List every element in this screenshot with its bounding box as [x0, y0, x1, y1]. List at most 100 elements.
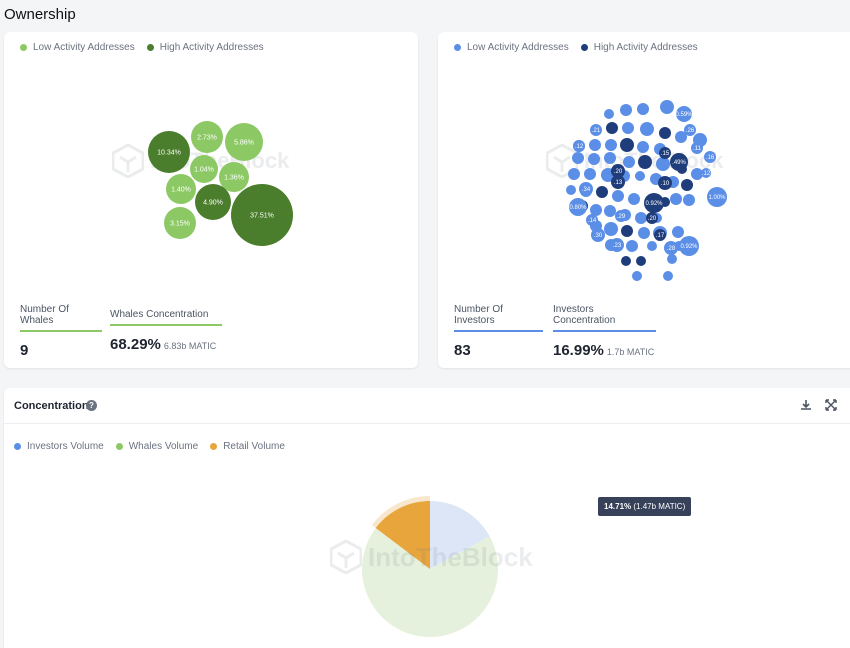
investor-bubble[interactable]: [660, 100, 674, 114]
whale-bubble-label: 37.51%: [250, 213, 274, 220]
whale-bubble[interactable]: [166, 174, 196, 204]
investor-bubble[interactable]: [568, 168, 580, 180]
investor-bubble[interactable]: [636, 256, 646, 266]
investor-bubble[interactable]: [591, 228, 605, 242]
investor-bubble[interactable]: [672, 226, 684, 238]
investor-bubble[interactable]: [566, 185, 576, 195]
investor-bubble[interactable]: [604, 222, 618, 236]
investor-bubble[interactable]: [681, 179, 693, 191]
investor-bubble[interactable]: [679, 236, 699, 256]
investor-bubble[interactable]: [612, 190, 624, 202]
legend-investors-volume[interactable]: Investors Volume: [14, 441, 104, 452]
whale-bubble[interactable]: [164, 207, 196, 239]
download-icon[interactable]: [799, 399, 813, 413]
investor-bubble[interactable]: [620, 138, 634, 152]
investor-bubble[interactable]: [701, 168, 711, 178]
investor-bubble[interactable]: [663, 271, 673, 281]
stat-number-of-whales: Number Of Whales 9: [20, 304, 102, 359]
whale-bubble[interactable]: [148, 131, 190, 173]
investor-bubble[interactable]: [667, 254, 677, 264]
investor-bubble[interactable]: [684, 124, 696, 136]
investor-bubble[interactable]: [670, 193, 682, 205]
investor-bubble[interactable]: [604, 152, 616, 164]
investor-bubble[interactable]: [632, 271, 642, 281]
investor-bubble-label: 1.00%: [708, 195, 726, 201]
investor-bubble[interactable]: [656, 157, 670, 171]
legend-high-activity[interactable]: High Activity Addresses: [580, 42, 698, 53]
investor-bubble[interactable]: [621, 256, 631, 266]
investor-bubble[interactable]: [646, 212, 658, 224]
investor-bubble[interactable]: [622, 122, 634, 134]
whale-bubble[interactable]: [219, 162, 249, 192]
investor-bubble[interactable]: [620, 104, 632, 116]
investor-bubble[interactable]: [683, 194, 695, 206]
investor-bubble[interactable]: [596, 186, 608, 198]
investor-bubble-label: .11: [693, 146, 702, 152]
investor-bubble[interactable]: [638, 155, 652, 169]
whale-bubble-label: 1.36%: [224, 175, 244, 182]
investor-bubble[interactable]: [637, 103, 649, 115]
investor-bubble[interactable]: [675, 131, 687, 143]
investor-bubble[interactable]: [628, 193, 640, 205]
investor-bubble[interactable]: [704, 151, 716, 163]
investor-bubble[interactable]: [610, 238, 624, 252]
investor-bubble[interactable]: [589, 139, 601, 151]
investor-bubble-label: .17: [656, 233, 665, 239]
investor-bubble[interactable]: [644, 193, 664, 213]
pie-slice-investors-volume[interactable]: [430, 501, 490, 569]
investor-bubble[interactable]: [579, 182, 593, 196]
legend-high-activity[interactable]: High Activity Addresses: [146, 42, 264, 53]
investor-bubble[interactable]: [637, 141, 649, 153]
stat-value: 83: [454, 342, 471, 359]
investor-bubble[interactable]: [573, 140, 585, 152]
investor-bubble-label: .16: [706, 155, 715, 161]
investor-bubble[interactable]: [615, 210, 627, 222]
stat-label: Number Of Investors: [454, 304, 543, 332]
whale-bubble[interactable]: [191, 121, 223, 153]
investor-bubble[interactable]: [605, 139, 617, 151]
investor-bubble[interactable]: [590, 204, 602, 216]
investor-bubble[interactable]: [604, 109, 614, 119]
whale-bubble[interactable]: [190, 155, 218, 183]
legend-whales-volume[interactable]: Whales Volume: [115, 441, 198, 452]
investor-bubble[interactable]: [621, 225, 633, 237]
investor-bubble[interactable]: [584, 168, 596, 180]
pie-slice-whales-volume[interactable]: [361, 528, 498, 637]
investor-bubble[interactable]: [654, 229, 666, 241]
whale-bubble[interactable]: [195, 184, 231, 220]
investor-bubble[interactable]: [635, 171, 645, 181]
expand-icon[interactable]: [824, 399, 838, 413]
investor-bubble[interactable]: [606, 122, 618, 134]
investor-bubble[interactable]: [572, 152, 584, 164]
investor-bubble[interactable]: [691, 142, 703, 154]
investor-bubble[interactable]: [647, 241, 657, 251]
investor-bubble[interactable]: [635, 212, 647, 224]
investor-bubble[interactable]: [658, 176, 672, 190]
help-icon[interactable]: ?: [86, 400, 97, 411]
investor-bubble[interactable]: [659, 147, 671, 159]
investor-bubble[interactable]: [676, 106, 692, 122]
investor-bubble[interactable]: [659, 127, 671, 139]
investor-bubble[interactable]: [586, 214, 598, 226]
investor-bubble[interactable]: [640, 122, 654, 136]
investor-bubble[interactable]: [623, 156, 635, 168]
investor-bubble[interactable]: [664, 241, 678, 255]
investor-bubble[interactable]: [670, 153, 688, 171]
investor-bubble[interactable]: [707, 187, 727, 207]
pie-slice-retail-volume[interactable]: [375, 501, 430, 569]
investor-bubble[interactable]: [638, 227, 650, 239]
whale-bubble[interactable]: [231, 184, 293, 246]
investor-bubble[interactable]: [604, 205, 616, 217]
investor-bubble[interactable]: [611, 164, 625, 178]
investor-bubble[interactable]: [590, 124, 602, 136]
investor-bubble[interactable]: [588, 153, 600, 165]
investor-bubble[interactable]: [626, 240, 638, 252]
legend-low-activity[interactable]: Low Activity Addresses: [20, 42, 135, 53]
whale-bubble[interactable]: [225, 123, 263, 161]
investor-bubble[interactable]: [611, 175, 625, 189]
stat-investors-concentration: Investors Concentration 16.99% 1.7b MATIC: [553, 304, 656, 359]
legend-retail-volume[interactable]: Retail Volume: [210, 441, 285, 452]
investor-bubble[interactable]: [569, 198, 587, 216]
investor-bubble[interactable]: [691, 168, 703, 180]
legend-low-activity[interactable]: Low Activity Addresses: [454, 42, 569, 53]
